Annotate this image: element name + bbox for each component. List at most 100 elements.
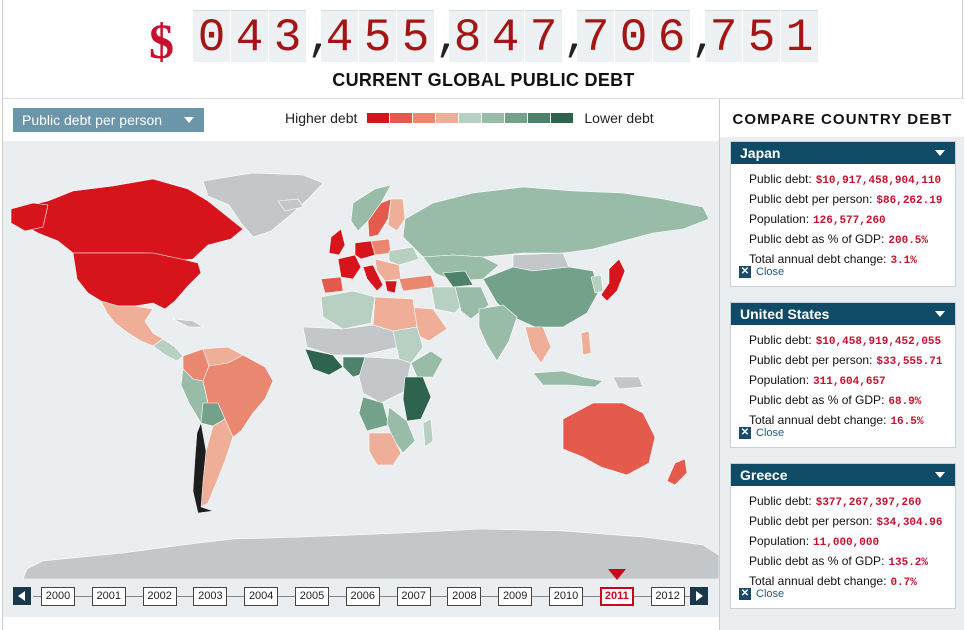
country-cuba[interactable] — [172, 318, 205, 328]
year-button-2009[interactable]: 2009 — [498, 587, 533, 606]
stat-row-debt: Public debt: $377,267,397,260 — [749, 492, 955, 512]
country-alaska[interactable] — [10, 202, 49, 232]
year-button-2008[interactable]: 2008 — [447, 587, 482, 606]
year-button-2001[interactable]: 2001 — [91, 587, 126, 606]
country-germany[interactable] — [354, 240, 376, 260]
year-button-2006[interactable]: 2006 — [345, 587, 380, 606]
close-card-button[interactable]: ✕ Close — [739, 266, 784, 278]
country-south-africa[interactable] — [368, 432, 402, 466]
country-morocco-algeria[interactable] — [320, 290, 376, 330]
close-icon: ✕ — [739, 588, 751, 600]
year-button-2004[interactable]: 2004 — [244, 587, 279, 606]
country-madagascar[interactable] — [422, 418, 434, 448]
stat-row-change: Total annual debt change: 16.5% — [749, 411, 955, 431]
country-philippines[interactable] — [580, 330, 592, 356]
country-southeast-asia[interactable] — [524, 326, 552, 364]
timeline-prev-button[interactable] — [13, 587, 31, 605]
year-button-2003[interactable]: 2003 — [193, 587, 228, 606]
stat-row-population: Population: 11,000,000 — [749, 532, 955, 552]
counter-digit: 4 — [321, 10, 358, 64]
country-kazakhstan[interactable] — [422, 254, 500, 282]
country-japan[interactable] — [600, 258, 626, 302]
country-png[interactable] — [612, 376, 644, 390]
country-name: United States — [740, 306, 830, 322]
legend-swatch — [505, 113, 528, 123]
country-east-africa[interactable] — [402, 376, 432, 422]
stat-row-pct-gdp: Public debt as % of GDP: 68.9% — [749, 391, 955, 411]
counter-title: CURRENT GLOBAL PUBLIC DEBT — [332, 70, 635, 90]
stat-row-pct-gdp: Public debt as % of GDP: 200.5% — [749, 230, 955, 250]
country-ethiopia[interactable] — [410, 350, 444, 378]
stat-row-change: Total annual debt change: 3.1% — [749, 250, 955, 270]
country-italy[interactable] — [362, 264, 384, 292]
country-sweden[interactable] — [367, 198, 392, 238]
country-libya-egypt[interactable] — [372, 296, 418, 332]
country-iceland[interactable] — [277, 198, 304, 212]
country-uk[interactable] — [328, 228, 346, 256]
country-korea[interactable] — [590, 274, 604, 294]
country-india[interactable] — [478, 304, 518, 362]
country-canada[interactable] — [12, 178, 244, 262]
country-spain[interactable] — [320, 276, 344, 294]
country-indonesia[interactable] — [532, 370, 604, 388]
stat-label: Population: — [749, 212, 810, 226]
close-card-button[interactable]: ✕ Close — [739, 588, 784, 600]
stat-row-per-person: Public debt per person: $34,304.96 — [749, 512, 955, 532]
country-central-africa[interactable] — [358, 356, 412, 404]
stat-label: Public debt as % of GDP: — [749, 393, 885, 407]
country-selector[interactable]: Greece — [731, 464, 955, 486]
counter-digit: 4 — [231, 10, 268, 64]
stat-value: 126,577,260 — [813, 215, 886, 227]
close-card-button[interactable]: ✕ Close — [739, 427, 784, 439]
counter-digit: 0 — [193, 10, 230, 64]
country-ukraine[interactable] — [388, 246, 420, 266]
country-angola[interactable] — [358, 396, 390, 432]
compare-sidebar: COMPARE COUNTRY DEBT Japan Public debt: $1… — [719, 99, 965, 630]
metric-dropdown[interactable]: Public debt per person — [13, 108, 204, 132]
year-button-2012[interactable]: 2012 — [650, 587, 685, 606]
country-new-zealand[interactable] — [666, 458, 688, 486]
country-sudan[interactable] — [392, 326, 424, 364]
year-button-2011[interactable]: 2011 — [599, 587, 634, 606]
stat-value: 16.5% — [890, 416, 924, 428]
country-greenland[interactable] — [202, 172, 324, 238]
year-button-2010[interactable]: 2010 — [549, 587, 583, 606]
stat-value: $86,262.19 — [876, 195, 943, 207]
year-button-2007[interactable]: 2007 — [396, 587, 431, 606]
country-balkans[interactable] — [374, 258, 402, 282]
country-finland[interactable] — [387, 198, 406, 232]
country-france[interactable] — [337, 254, 362, 280]
year-button-2005[interactable]: 2005 — [295, 587, 329, 606]
country-greece[interactable] — [384, 280, 398, 294]
close-icon: ✕ — [739, 266, 751, 278]
country-australia[interactable] — [562, 402, 656, 476]
stat-label: Public debt per person: — [749, 192, 873, 206]
close-label: Close — [756, 427, 785, 439]
country-mozambique[interactable] — [386, 406, 416, 454]
country-chile[interactable] — [192, 422, 214, 514]
country-selector[interactable]: Japan — [731, 142, 955, 164]
country-united-states[interactable] — [72, 252, 202, 310]
year-button-2002[interactable]: 2002 — [142, 587, 177, 606]
counter-digit: 8 — [449, 10, 486, 64]
chevron-down-icon — [184, 117, 194, 123]
counter-digit: 5 — [397, 10, 434, 64]
country-sahel[interactable] — [302, 324, 400, 356]
legend-swatches — [367, 113, 574, 123]
year-button-2000[interactable]: 2000 — [41, 587, 75, 606]
country-west-africa[interactable] — [304, 348, 344, 376]
stat-label: Population: — [749, 373, 810, 387]
stat-value: $34,304.96 — [876, 517, 943, 529]
legend-swatch — [459, 113, 482, 123]
country-uzbekistan[interactable] — [442, 270, 474, 288]
stat-row-change: Total annual debt change: 0.7% — [749, 572, 955, 592]
country-selector[interactable]: United States — [731, 303, 955, 325]
active-year-marker-icon — [607, 569, 626, 580]
country-stats: Public debt: $377,267,397,260 Public debt … — [731, 486, 955, 592]
world-map[interactable] — [3, 141, 719, 579]
timeline-next-button[interactable] — [690, 587, 708, 605]
stat-label: Total annual debt change: — [749, 252, 887, 266]
stat-label: Public debt as % of GDP: — [749, 554, 885, 568]
stat-value: 200.5% — [888, 235, 929, 247]
